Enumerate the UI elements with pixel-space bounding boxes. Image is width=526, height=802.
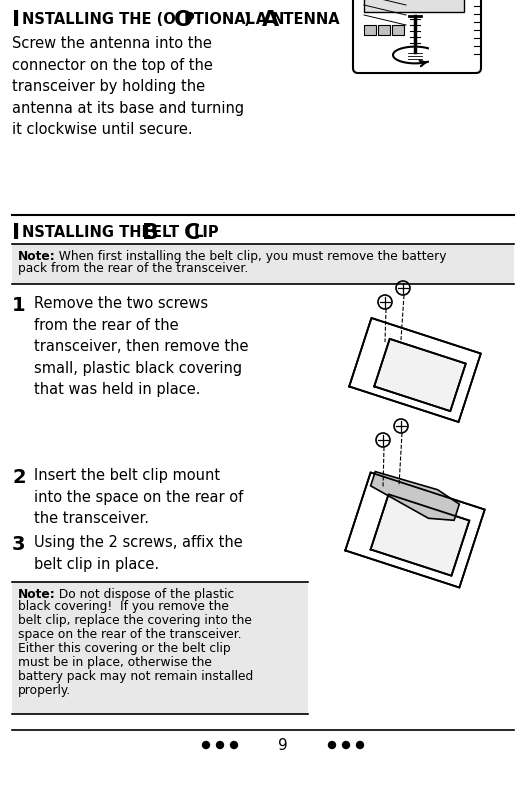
Bar	[364, 26, 376, 35]
Text: B: B	[142, 223, 159, 243]
Circle shape	[217, 742, 224, 748]
Polygon shape	[371, 494, 469, 576]
Text: A: A	[262, 10, 279, 30]
Text: Note:: Note:	[18, 250, 56, 263]
FancyBboxPatch shape	[353, 0, 481, 73]
Bar	[12, 582, 308, 714]
Text: Note:: Note:	[18, 588, 56, 601]
Bar	[12, 244, 514, 284]
Text: O: O	[174, 10, 193, 30]
Text: ) A: ) A	[244, 12, 267, 27]
Polygon shape	[349, 318, 481, 422]
Text: battery pack may not remain installed: battery pack may not remain installed	[18, 670, 253, 683]
Text: 3: 3	[12, 535, 25, 554]
Text: Either this covering or the belt clip: Either this covering or the belt clip	[18, 642, 230, 655]
FancyBboxPatch shape	[405, 51, 425, 63]
Text: NSTALLING THE (O: NSTALLING THE (O	[22, 12, 176, 27]
Text: Insert the belt clip mount
into the space on the rear of
the transceiver.: Insert the belt clip mount into the spac…	[34, 468, 243, 526]
Bar	[392, 26, 404, 35]
Text: C: C	[184, 223, 200, 243]
Polygon shape	[371, 472, 459, 520]
Text: Using the 2 screws, affix the
belt clip in place.: Using the 2 screws, affix the belt clip …	[34, 535, 243, 572]
Text: black covering!  If you remove the: black covering! If you remove the	[18, 600, 229, 613]
Bar	[364, 0, 464, 12]
Text: Do not dispose of the plastic: Do not dispose of the plastic	[51, 588, 234, 601]
Text: 9: 9	[278, 738, 288, 752]
Text: space on the rear of the transceiver.: space on the rear of the transceiver.	[18, 628, 241, 641]
Text: 1: 1	[12, 296, 26, 315]
Text: 2: 2	[12, 468, 26, 487]
Text: ELT: ELT	[152, 225, 184, 240]
Text: Screw the antenna into the
connector on the top of the
transceiver by holding th: Screw the antenna into the connector on …	[12, 36, 244, 137]
Text: must be in place, otherwise the: must be in place, otherwise the	[18, 656, 212, 669]
Circle shape	[329, 742, 336, 748]
Text: NSTALLING THE: NSTALLING THE	[22, 225, 157, 240]
Text: PTIONAL: PTIONAL	[184, 12, 256, 27]
Text: NTENNA: NTENNA	[272, 12, 341, 27]
Text: properly.: properly.	[18, 684, 71, 697]
Text: I: I	[12, 10, 20, 30]
Circle shape	[203, 742, 209, 748]
Circle shape	[357, 742, 363, 748]
Circle shape	[342, 742, 349, 748]
Text: I: I	[12, 223, 20, 243]
Polygon shape	[374, 339, 466, 411]
Polygon shape	[345, 472, 485, 588]
Circle shape	[230, 742, 238, 748]
Text: Remove the two screws
from the rear of the
transceiver, then remove the
small, p: Remove the two screws from the rear of t…	[34, 296, 248, 398]
Text: LIP: LIP	[194, 225, 220, 240]
Text: belt clip, replace the covering into the: belt clip, replace the covering into the	[18, 614, 252, 627]
Text: When first installing the belt clip, you must remove the battery: When first installing the belt clip, you…	[51, 250, 447, 263]
Bar	[378, 26, 390, 35]
Text: pack from the rear of the transceiver.: pack from the rear of the transceiver.	[18, 262, 248, 275]
